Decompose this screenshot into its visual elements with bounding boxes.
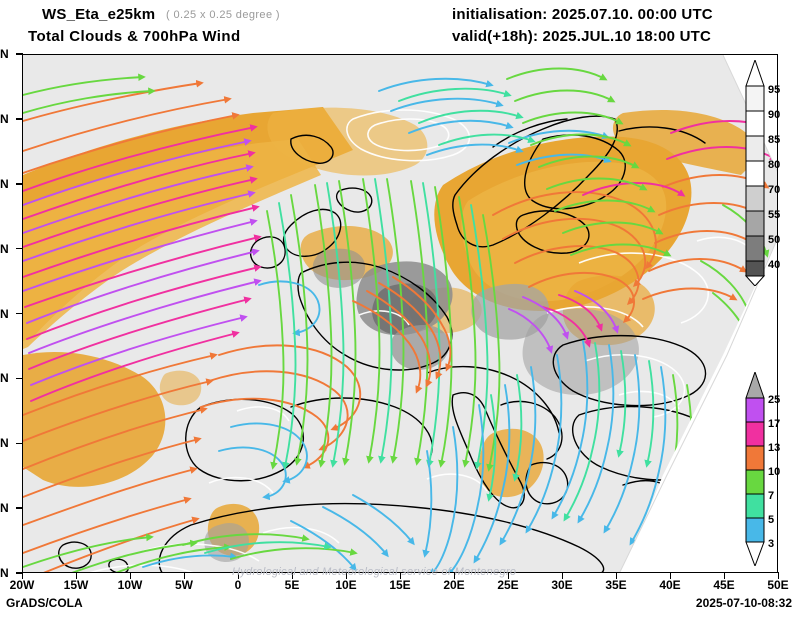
x-axis-label: 15W [63,578,89,592]
x-axis-tick [669,572,671,579]
cloud-legend-label: 80 [768,159,781,171]
x-axis-label: 5W [175,578,193,592]
x-axis-tick [399,572,401,579]
x-axis-label: 25E [497,578,519,592]
cloud-legend-label: 40 [768,259,781,271]
service-watermark: Hydrological and Meteorological service … [232,566,517,578]
wind-colorbar-swatches [745,372,765,566]
x-axis-label: 35E [605,578,627,592]
initialisation-time-label: initialisation: 2025.07.10. 00:00 UTC [452,6,713,23]
wind-legend-label: 3 [768,538,775,550]
cloud-legend-label: 85 [768,134,781,146]
x-axis-label: 45E [713,578,735,592]
x-axis-tick [75,572,77,579]
y-axis-tick [16,118,23,120]
cloud-colorbar-swatches [744,60,766,286]
y-axis-tick [16,312,23,315]
y-axis-label: N [0,241,9,256]
y-axis-label: N [0,47,9,61]
x-axis-label: 50E [767,578,789,592]
y-axis-label: N [0,306,9,321]
y-axis-label: N [0,566,9,580]
wind-speed-colorbar: 25 17 13 10 7 5 3 [744,372,780,566]
cloud-legend-label: 55 [768,209,781,221]
x-axis-tick [723,572,725,579]
y-axis-tick [16,572,23,574]
x-axis-tick [291,572,293,579]
model-name-label: WS_Eta_e25km [42,6,156,23]
x-axis-tick [237,572,239,579]
x-axis-label: 30E [551,578,573,592]
x-axis-tick [507,572,509,579]
x-axis-label: 20E [443,578,465,592]
y-axis-label: N [0,501,9,516]
x-axis-label: 0 [234,578,242,592]
x-axis-tick [453,572,455,579]
map-canvas [23,55,777,572]
cloud-legend-label: 70 [768,184,781,196]
field-title-label: Total Clouds & 700hPa Wind [28,28,241,45]
cloud-legend-label: 90 [768,109,781,121]
map-plot-area [22,54,778,573]
domain-boundary-mask [619,55,777,572]
model-domain-base [23,55,777,572]
x-axis-label: 20W [9,578,35,592]
y-axis-tick [16,53,23,55]
model-resolution-label: ( 0.25 x 0.25 degree ) [166,9,280,21]
producer-label: GrADS/COLA [6,596,83,610]
y-axis-label: N [0,176,9,191]
wind-legend-label: 17 [768,418,781,430]
y-axis-label: N [0,371,9,386]
x-axis-label: 5E [284,578,300,592]
y-axis-tick [16,183,23,185]
weather-map-svg [23,55,777,572]
x-axis-tick [21,572,23,579]
wind-streamlines [23,67,777,572]
chart-header: WS_Eta_e25km ( 0.25 x 0.25 degree ) Tota… [0,0,800,52]
domain-boundary-line [619,55,777,572]
cloud-legend-label: 50 [768,234,781,246]
y-axis-label: N [0,436,9,451]
x-axis-tick [183,572,185,579]
x-axis-tick [129,572,131,579]
x-axis-label: 15E [389,578,411,592]
wind-legend-label: 25 [768,394,781,406]
x-axis-label: 10E [335,578,357,592]
valid-time-label: valid(+18h): 2025.JUL.10 18:00 UTC [452,28,711,45]
x-axis-tick [777,572,779,579]
y-axis-tick [16,247,23,250]
x-axis-tick [345,572,347,579]
y-axis-label: N [0,111,9,126]
x-axis-label: 10W [117,578,143,592]
x-axis-label: 40E [659,578,681,592]
wind-legend-label: 10 [768,466,781,478]
y-axis-tick [16,507,23,509]
cloud-legend-label: 95 [768,84,781,96]
wind-legend-label: 13 [768,442,781,454]
wind-legend-label: 5 [768,514,775,526]
wind-legend-label: 7 [768,490,775,502]
y-axis-tick [16,442,23,444]
x-axis-tick [561,572,563,579]
y-axis-tick [16,377,23,380]
cloud-cover-colorbar: 95 90 85 80 70 55 50 40 [744,60,780,286]
x-axis-tick [615,572,617,579]
generated-timestamp-label: 2025-07-10-08:32 [695,596,792,610]
